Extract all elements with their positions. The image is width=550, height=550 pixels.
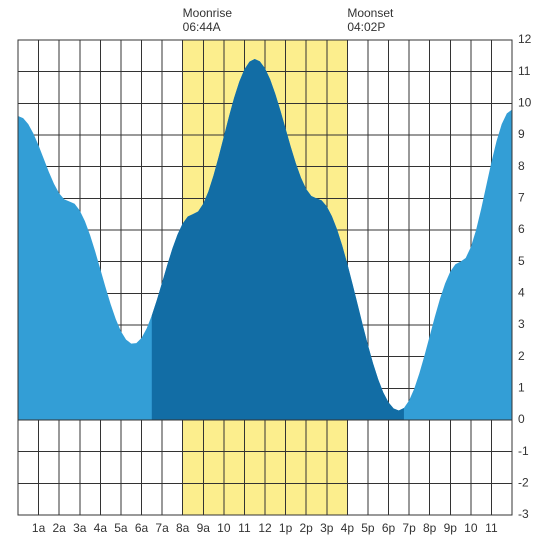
y-tick-label: 2 — [518, 349, 525, 363]
x-tick-label: 2p — [299, 521, 313, 535]
x-tick-label: 12 — [258, 521, 272, 535]
x-tick-label: 11 — [238, 521, 251, 535]
y-tick-label: 5 — [518, 254, 525, 268]
x-tick-label: 9p — [444, 521, 458, 535]
moonrise-title: Moonrise — [183, 6, 232, 20]
x-tick-label: 5a — [114, 521, 128, 535]
x-tick-label: 4p — [341, 521, 355, 535]
y-tick-label: 7 — [518, 191, 525, 205]
moonrise-time: 06:44A — [183, 20, 232, 34]
chart-svg: -3-2-101234567891011121a2a3a4a5a6a7a8a9a… — [0, 0, 550, 550]
y-tick-label: 8 — [518, 159, 525, 173]
y-tick-label: -3 — [518, 507, 529, 521]
y-tick-label: 12 — [518, 32, 532, 46]
x-tick-label: 2a — [52, 521, 66, 535]
moonset-time: 04:02P — [347, 20, 393, 34]
moonset-label: Moonset 04:02P — [347, 6, 393, 35]
x-tick-label: 1a — [32, 521, 46, 535]
y-tick-label: 10 — [518, 96, 532, 110]
x-tick-label: 10 — [464, 521, 478, 535]
moonset-title: Moonset — [347, 6, 393, 20]
x-tick-label: 8p — [423, 521, 437, 535]
x-tick-label: 8a — [176, 521, 190, 535]
x-tick-label: 10 — [217, 521, 231, 535]
y-tick-label: 1 — [518, 381, 525, 395]
x-tick-label: 5p — [361, 521, 375, 535]
moonrise-label: Moonrise 06:44A — [183, 6, 232, 35]
y-tick-label: 9 — [518, 127, 525, 141]
x-tick-label: 7p — [402, 521, 416, 535]
y-tick-label: 6 — [518, 222, 525, 236]
y-tick-label: -2 — [518, 476, 529, 490]
x-tick-label: 6a — [135, 521, 149, 535]
x-tick-label: 1p — [279, 521, 293, 535]
y-tick-label: 0 — [518, 412, 525, 426]
x-tick-label: 11 — [485, 521, 498, 535]
x-tick-label: 6p — [382, 521, 396, 535]
y-tick-label: 4 — [518, 286, 525, 300]
y-tick-label: 3 — [518, 317, 525, 331]
x-tick-label: 4a — [94, 521, 108, 535]
x-tick-label: 3a — [73, 521, 87, 535]
x-tick-label: 7a — [155, 521, 169, 535]
x-tick-label: 3p — [320, 521, 334, 535]
y-tick-label: -1 — [518, 444, 529, 458]
x-tick-label: 9a — [197, 521, 211, 535]
y-tick-label: 11 — [518, 64, 531, 78]
tide-chart: Moonrise 06:44A Moonset 04:02P -3-2-1012… — [0, 0, 550, 550]
